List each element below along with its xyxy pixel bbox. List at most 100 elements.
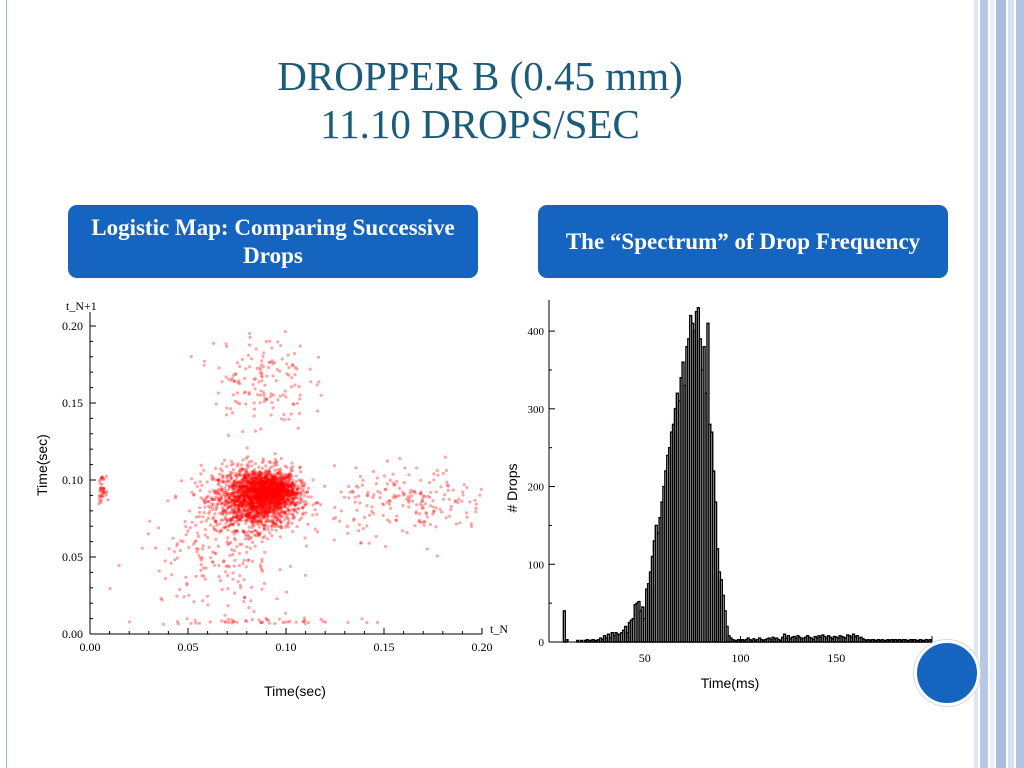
scatter-point [245,514,249,518]
scatter-point [252,480,257,484]
scatter-point [363,515,367,520]
scatter-point [262,526,266,531]
scatter-point [259,491,263,495]
scatter-point [374,482,378,486]
scatter-point [228,517,232,521]
scatter-point [220,488,224,492]
scatter-point [232,564,236,568]
scatter-point [255,490,260,494]
scatter-point [278,490,282,494]
scatter-point [420,499,424,503]
scatter-point [264,483,268,487]
scatter-point [231,491,235,495]
scatter-point [273,481,277,485]
scatter-point [247,473,251,477]
scatter-point [260,496,264,500]
scatter-point [277,479,282,483]
scatter-point [280,477,284,481]
scatter-point [260,375,264,379]
scatter-point [277,484,281,488]
scatter-point [245,484,249,488]
scatter-point [214,519,218,524]
scatter-point [221,480,225,484]
scatter-point [423,502,427,506]
scatter-point [274,515,278,520]
scatter-point [257,519,261,524]
scatter-point [245,516,249,520]
scatter-point [288,484,293,488]
scatter-point [266,502,270,506]
scatter-point [264,480,268,484]
scatter-point [274,489,278,493]
scatter-point [243,508,247,512]
scatter-point [250,520,254,524]
scatter-point [293,383,297,387]
scatter-point [339,509,343,513]
scatter-point [292,496,296,500]
scatter-point [244,488,248,493]
scatter-point [265,486,269,490]
scatter-point [258,503,262,507]
scatter-point [286,520,290,524]
scatter-point [247,514,251,518]
scatter-point [261,493,265,497]
scatter-point [276,488,280,493]
scatter-point [256,490,260,494]
scatter-point [255,490,259,494]
scatter-point [237,502,241,506]
scatter-point [236,495,240,499]
scatter-point [440,510,444,514]
scatter-point [274,501,278,505]
scatter-point [224,510,228,514]
scatter-point [180,479,184,483]
scatter-point [236,514,240,518]
scatter-point [265,477,269,481]
scatter-point [272,484,276,488]
scatter-point [285,488,289,493]
scatter-point [297,411,301,415]
scatter-point [230,500,234,504]
scatter-point [223,515,227,519]
scatter-point [415,466,419,470]
scatter-point [252,493,256,498]
scatter-point [357,494,361,498]
scatter-point [290,474,294,479]
scatter-point [245,446,249,450]
scatter-point [238,504,242,508]
scatter-point [249,505,253,509]
scatter-point [249,477,253,481]
scatter-point [240,501,244,505]
scatter-point [267,508,272,512]
scatter-point [247,529,251,533]
scatter-point [273,479,277,483]
scatter-point [255,505,259,509]
scatter-point [232,494,236,498]
scatter-point [264,488,268,492]
scatter-point [274,497,278,501]
scatter-point [264,478,268,482]
scatter-point [298,487,303,491]
scatter-point [445,483,449,487]
scatter-point [246,475,250,479]
scatter-point [258,365,262,370]
scatter-point [263,482,267,487]
scatter-point [269,473,273,477]
scatter-point [250,491,254,495]
scatter-point [229,505,233,509]
scatter-point [179,539,183,543]
scatter-point [262,499,266,503]
scatter-point [278,496,282,500]
scatter-point [269,479,273,484]
scatter-point [249,489,253,493]
scatter-point [264,488,268,492]
scatter-point [250,493,255,497]
scatter-point [250,477,254,481]
scatter-point [225,479,229,483]
scatter-point [237,495,241,499]
scatter-point [272,477,276,481]
scatter-point [238,583,242,587]
scatter-point [265,480,269,484]
scatter-point [261,486,265,490]
scatter-point [228,485,232,489]
scatter-point [250,500,254,504]
